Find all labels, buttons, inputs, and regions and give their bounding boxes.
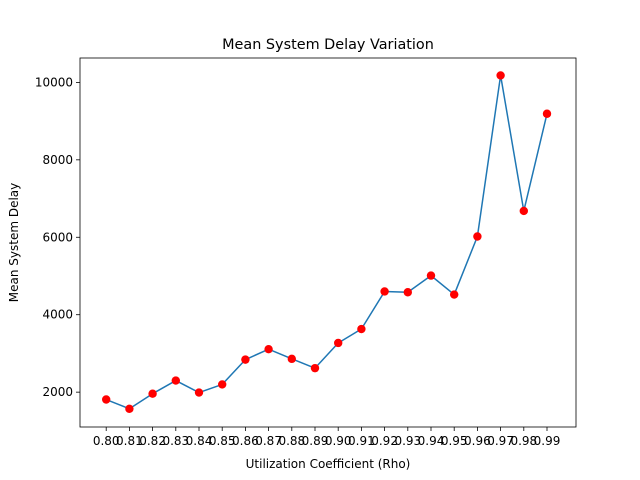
y-axis-title: Mean System Delay bbox=[7, 183, 21, 302]
data-point bbox=[125, 404, 134, 413]
data-point bbox=[287, 354, 296, 364]
x-tick-label: 0.99 bbox=[534, 434, 561, 448]
x-tick-label: 0.94 bbox=[418, 434, 445, 448]
y-tick-label: 6000 bbox=[42, 230, 73, 244]
x-tick-label: 0.91 bbox=[348, 434, 375, 448]
data-point bbox=[102, 395, 111, 404]
data-point bbox=[542, 109, 552, 118]
x-tick-label: 0.89 bbox=[302, 434, 329, 448]
x-tick-label: 0.95 bbox=[441, 434, 468, 448]
data-point bbox=[519, 206, 528, 216]
x-tick-label: 0.87 bbox=[255, 434, 282, 448]
y-tick-label: 2000 bbox=[42, 385, 73, 399]
data-point bbox=[241, 355, 250, 364]
y-tick-label: 4000 bbox=[42, 308, 73, 322]
data-point bbox=[426, 271, 436, 280]
x-tick-label: 0.98 bbox=[510, 434, 537, 448]
data-point bbox=[496, 71, 505, 80]
data-point bbox=[194, 388, 204, 397]
data-point bbox=[473, 232, 482, 241]
data-point bbox=[450, 290, 459, 299]
data-point bbox=[171, 376, 180, 385]
x-tick-label: 0.90 bbox=[325, 434, 352, 448]
x-tick-label: 0.81 bbox=[116, 434, 143, 448]
y-tick-label: 8000 bbox=[42, 153, 73, 167]
x-tick-label: 0.80 bbox=[93, 434, 120, 448]
x-tick-label: 0.96 bbox=[464, 434, 491, 448]
x-tick-label: 0.88 bbox=[278, 434, 305, 448]
data-point bbox=[218, 380, 227, 389]
chart-marks bbox=[102, 71, 552, 413]
x-tick-label: 0.92 bbox=[371, 434, 398, 448]
x-tick-label: 0.84 bbox=[186, 434, 213, 448]
x-tick-label: 0.97 bbox=[487, 434, 514, 448]
data-point bbox=[148, 389, 157, 398]
x-tick-label: 0.85 bbox=[209, 434, 236, 448]
axes: 0.800.810.820.830.840.850.860.870.880.89… bbox=[35, 57, 577, 448]
data-point bbox=[264, 344, 273, 354]
data-point bbox=[380, 287, 389, 296]
x-tick-label: 0.83 bbox=[162, 434, 189, 448]
y-tick-label: 10000 bbox=[35, 75, 73, 89]
data-point bbox=[357, 324, 366, 334]
data-point bbox=[403, 288, 412, 297]
plot-area bbox=[80, 58, 576, 427]
x-axis-title: Utilization Coefficient (Rho) bbox=[246, 457, 411, 471]
plot-frame bbox=[79, 57, 577, 428]
x-tick-label: 0.93 bbox=[394, 434, 421, 448]
series-line bbox=[105, 74, 548, 410]
x-tick-label: 0.82 bbox=[139, 434, 166, 448]
data-point bbox=[310, 363, 320, 373]
chart-title: Mean System Delay Variation bbox=[222, 37, 434, 53]
x-tick-label: 0.86 bbox=[232, 434, 259, 448]
data-point bbox=[334, 338, 343, 348]
